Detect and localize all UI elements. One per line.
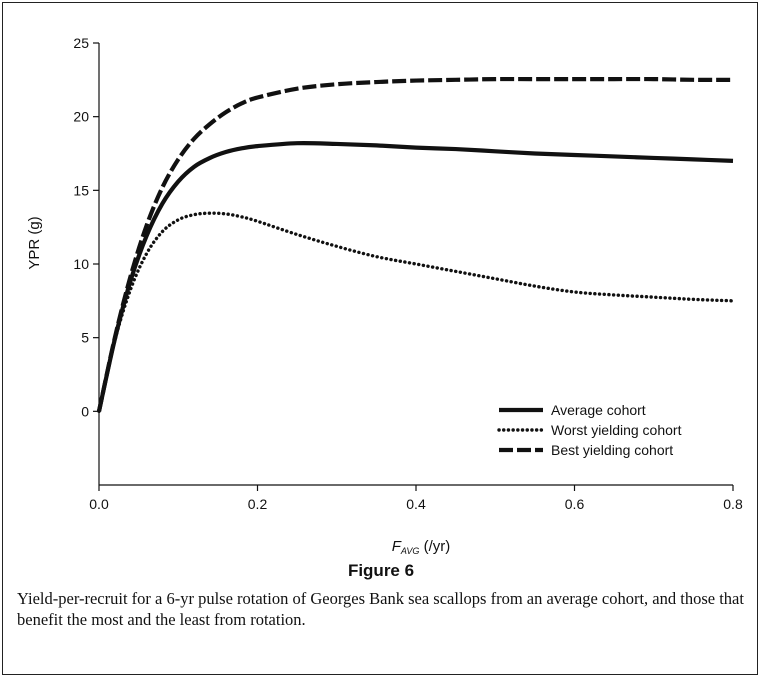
x-tick-label: 0.6	[565, 496, 585, 512]
series-lines	[96, 76, 735, 414]
x-tick-label: 0.8	[723, 496, 743, 512]
y-axis-label: YPR (g)	[26, 216, 43, 269]
legend-label-average-cohort: Average cohort	[551, 402, 646, 418]
x-axis-label-subscript: AVG	[400, 546, 420, 556]
legend-label-best-yielding-cohort: Best yielding cohort	[551, 442, 673, 458]
x-tick-label: 0.0	[89, 496, 109, 512]
y-tick-label: 15	[73, 182, 89, 198]
y-tick-label: 0	[81, 403, 89, 419]
y-tick-label: 20	[73, 109, 89, 125]
series-line-average-cohort	[96, 140, 734, 412]
y-tick-label: 25	[73, 35, 89, 51]
legend: Average cohort Worst yielding cohort Best …	[497, 402, 682, 458]
legend-label-worst-yielding-cohort: Worst yielding cohort	[551, 422, 682, 438]
x-axis-label-unit: (/yr)	[419, 538, 450, 555]
x-axis-label-main: F	[392, 538, 402, 555]
y-tick-label: 5	[81, 330, 89, 346]
series-line-worst-yielding-cohort	[97, 211, 735, 414]
axes	[98, 43, 733, 486]
figure-title: Figure 6	[347, 561, 415, 580]
x-tick-label: 0.2	[248, 496, 268, 512]
figure-caption: Yield-per-recruit for a 6-yr pulse rotat…	[17, 589, 744, 629]
chart: 0 5 10 15 20 25 0.0 0.2 0.4 0.6 0.8 Average cohort…	[26, 35, 743, 556]
x-tick-label: 0.4	[406, 496, 426, 512]
x-axis-label: FAVG (/yr)	[392, 538, 451, 556]
series-line-best-yielding-cohort	[96, 76, 734, 412]
y-tick-label: 10	[73, 256, 89, 272]
ticks: 0 5 10 15 20 25 0.0 0.2 0.4 0.6 0.8	[73, 35, 743, 512]
